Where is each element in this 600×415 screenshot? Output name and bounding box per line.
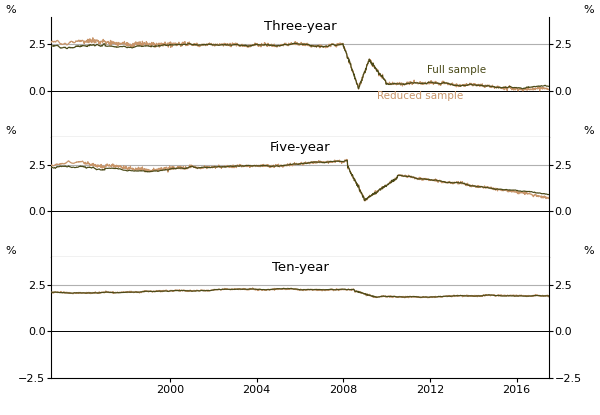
Text: %: % bbox=[5, 246, 16, 256]
Text: %: % bbox=[584, 246, 595, 256]
Text: Ten-year: Ten-year bbox=[272, 261, 328, 274]
Text: %: % bbox=[584, 126, 595, 136]
Text: %: % bbox=[5, 126, 16, 136]
Text: Reduced sample: Reduced sample bbox=[377, 91, 463, 101]
Text: Three-year: Three-year bbox=[263, 20, 337, 33]
Text: Full sample: Full sample bbox=[427, 65, 486, 75]
Text: %: % bbox=[584, 5, 595, 15]
Text: %: % bbox=[5, 5, 16, 15]
Text: Five-year: Five-year bbox=[269, 141, 331, 154]
